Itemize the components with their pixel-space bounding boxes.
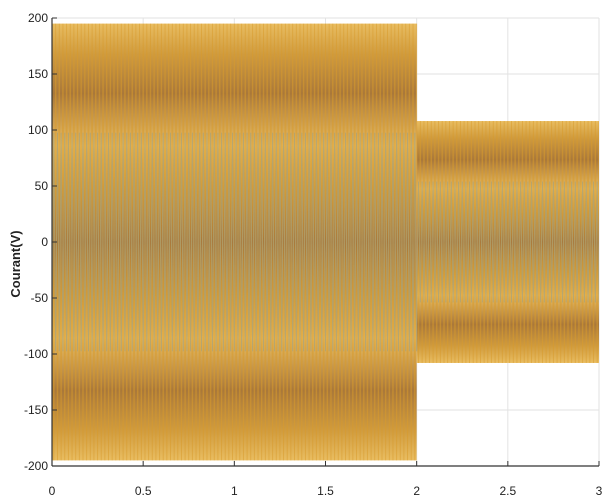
y-tick-label-7: 150: [28, 67, 48, 81]
x-tick-label-0: 0: [49, 484, 56, 498]
y-tick-label-2: -100: [24, 347, 48, 361]
y-tick-label-4: 0: [41, 235, 48, 249]
plot-area: [52, 23, 599, 461]
tick-labels: 0 0.5 1 1.5 2 2.5 3 -200 -150 -100 -50 0 50 100 150 200: [24, 11, 603, 498]
x-tick-label-4: 2: [413, 484, 420, 498]
x-tick-label-2: 1: [231, 484, 238, 498]
y-tick-label-1: -150: [24, 403, 48, 417]
y-tick-label-6: 100: [28, 123, 48, 137]
x-tick-label-1: 0.5: [135, 484, 152, 498]
y-axis-label: Courant(V): [8, 230, 23, 297]
y-tick-label-3: -50: [31, 291, 49, 305]
x-tick-label-6: 3: [596, 484, 603, 498]
x-tick-label-5: 2.5: [499, 484, 516, 498]
x-tick-label-3: 1.5: [317, 484, 334, 498]
y-tick-label-0: -200: [24, 459, 48, 473]
y-tick-label-8: 200: [28, 11, 48, 25]
y-tick-label-5: 50: [35, 179, 49, 193]
series-line-2: [52, 132, 599, 352]
